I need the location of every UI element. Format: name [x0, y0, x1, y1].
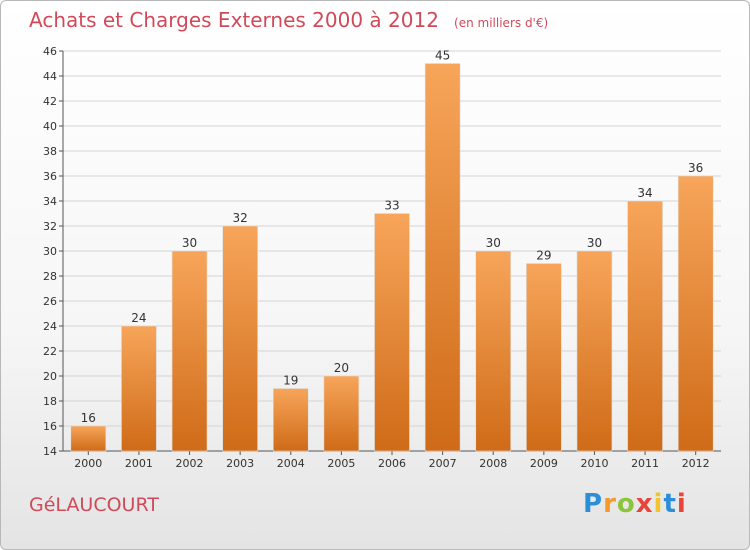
bar — [526, 263, 562, 452]
y-tick-label: 38 — [43, 145, 57, 158]
logo-letter: o — [616, 489, 636, 519]
bar-value-label: 16 — [81, 411, 96, 425]
bar — [171, 250, 208, 452]
commune-name: GéLAUCOURT — [29, 494, 159, 516]
x-tick-label: 2003 — [226, 457, 254, 470]
logo-letter: x — [635, 489, 654, 519]
title-row: Achats et Charges Externes 2000 à 2012 (… — [29, 8, 548, 32]
bar-value-label: 36 — [688, 161, 703, 175]
bar — [424, 63, 461, 452]
y-tick-label: 22 — [43, 345, 57, 358]
logo-letter: r — [603, 489, 617, 519]
bar — [272, 388, 309, 452]
bar — [323, 375, 360, 452]
bar-value-label: 19 — [283, 374, 298, 388]
y-tick-label: 28 — [43, 270, 57, 283]
bar-value-label: 24 — [131, 311, 146, 325]
y-tick-label: 20 — [43, 370, 57, 383]
y-tick-label: 26 — [43, 295, 57, 308]
bar — [121, 325, 157, 452]
bar — [222, 225, 258, 452]
bar-value-label: 20 — [334, 361, 349, 375]
bar — [475, 250, 512, 452]
bar — [627, 200, 663, 452]
bar — [576, 250, 613, 452]
x-tick-label: 2001 — [125, 457, 153, 470]
bar — [70, 425, 107, 452]
bar-value-label: 29 — [536, 249, 551, 263]
proxiti-logo: Proxiti — [583, 489, 687, 519]
bar-layer — [70, 63, 714, 452]
bar-value-label: 45 — [435, 49, 450, 63]
logo-letter: t — [663, 489, 677, 519]
bar — [677, 175, 714, 452]
bar-value-label: 30 — [486, 236, 501, 250]
y-tick-label: 42 — [43, 95, 57, 108]
y-tick-label: 46 — [43, 45, 57, 58]
y-tick-label: 18 — [43, 395, 57, 408]
x-tick-label: 2010 — [580, 457, 608, 470]
x-tick-label: 2009 — [530, 457, 558, 470]
x-tick-label: 2000 — [74, 457, 102, 470]
logo-letter: i — [676, 489, 687, 519]
y-tick-label: 30 — [43, 245, 57, 258]
logo-letter: i — [653, 489, 664, 519]
bar-value-label: 30 — [182, 236, 197, 250]
x-tick-label: 2007 — [429, 457, 457, 470]
y-tick-label: 24 — [43, 320, 57, 333]
x-tick-label: 2012 — [682, 457, 710, 470]
x-tick-label: 2008 — [479, 457, 507, 470]
bar-value-label: 30 — [587, 236, 602, 250]
y-tick-label: 36 — [43, 170, 57, 183]
x-tick-label: 2004 — [277, 457, 305, 470]
bar — [374, 213, 410, 452]
y-tick-label: 40 — [43, 120, 57, 133]
x-tick-label: 2011 — [631, 457, 659, 470]
y-tick-label: 34 — [43, 195, 57, 208]
chart-subtitle: (en milliers d'€) — [454, 16, 549, 30]
y-tick-label: 14 — [43, 445, 57, 458]
logo-letter: P — [583, 489, 604, 519]
y-tick-label: 32 — [43, 220, 57, 233]
chart-title: Achats et Charges Externes 2000 à 2012 — [29, 8, 439, 32]
bar-value-label: 33 — [384, 199, 399, 213]
bar-value-label: 34 — [637, 186, 652, 200]
x-tick-label: 2006 — [378, 457, 406, 470]
x-tick-label: 2005 — [327, 457, 355, 470]
y-tick-label: 44 — [43, 70, 57, 83]
bar-value-label: 32 — [233, 211, 248, 225]
axis-layer: 14 16 18 20 22 24 26 28 30 32 34 36 38 40 42 44 46 — [43, 45, 721, 458]
label-layer: 16 2000 24 2001 30 2002 32 2003 19 2004 20 2005 33 20… — [74, 49, 709, 471]
x-tick-label: 2002 — [176, 457, 204, 470]
y-tick-label: 16 — [43, 420, 57, 433]
